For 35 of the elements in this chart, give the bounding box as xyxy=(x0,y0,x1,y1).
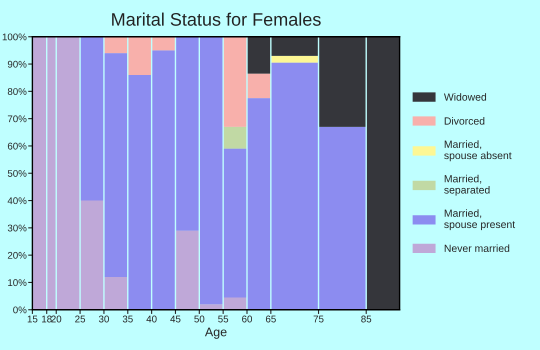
bar xyxy=(270,56,319,63)
x-tick-label: 55 xyxy=(218,316,228,322)
x-tick-label: 30 xyxy=(98,316,109,322)
y-tick-label: 30% xyxy=(8,224,26,232)
legend-label: Married, separated xyxy=(444,174,490,196)
x-tick-label: 85 xyxy=(361,316,372,322)
chart-title: Marital Status for Females xyxy=(112,12,321,26)
legend-label: Divorced xyxy=(444,117,484,125)
legend-label: Married, spouse present xyxy=(444,209,516,230)
y-tick-label: 50% xyxy=(8,170,26,177)
x-tick-label: 35 xyxy=(122,316,133,322)
x-tick-label: 50 xyxy=(194,316,204,322)
x-tick-label: 60 xyxy=(242,316,252,322)
bar xyxy=(223,126,247,149)
legend-label: Married, spouse absent xyxy=(444,140,512,162)
y-tick-label: 70% xyxy=(8,115,26,122)
y-tick-label: 20% xyxy=(8,252,26,259)
x-tick-label: 20 xyxy=(51,316,62,322)
y-tick-label: 10% xyxy=(8,279,26,286)
y-tick-label: 100% xyxy=(2,33,26,40)
x-tick-label: 25 xyxy=(75,316,86,322)
x-tick-label: 40 xyxy=(146,316,157,322)
x-tick-label: 45 xyxy=(170,316,180,322)
legend-label: Never married xyxy=(444,244,510,252)
y-tick-label: 40% xyxy=(8,197,26,204)
y-tick-label: 80% xyxy=(8,88,26,95)
x-axis-title: Age xyxy=(204,328,227,339)
x-tick-label: 18 xyxy=(42,316,52,322)
x-tick-label: 75 xyxy=(314,316,324,322)
legend-label: Widowed xyxy=(444,93,486,101)
y-tick-label: 60% xyxy=(8,142,26,150)
x-tick-label: 15 xyxy=(28,316,38,322)
y-tick-label: 90% xyxy=(8,60,26,68)
y-tick-label: 0% xyxy=(13,306,26,314)
x-tick-label: 65 xyxy=(266,316,276,322)
